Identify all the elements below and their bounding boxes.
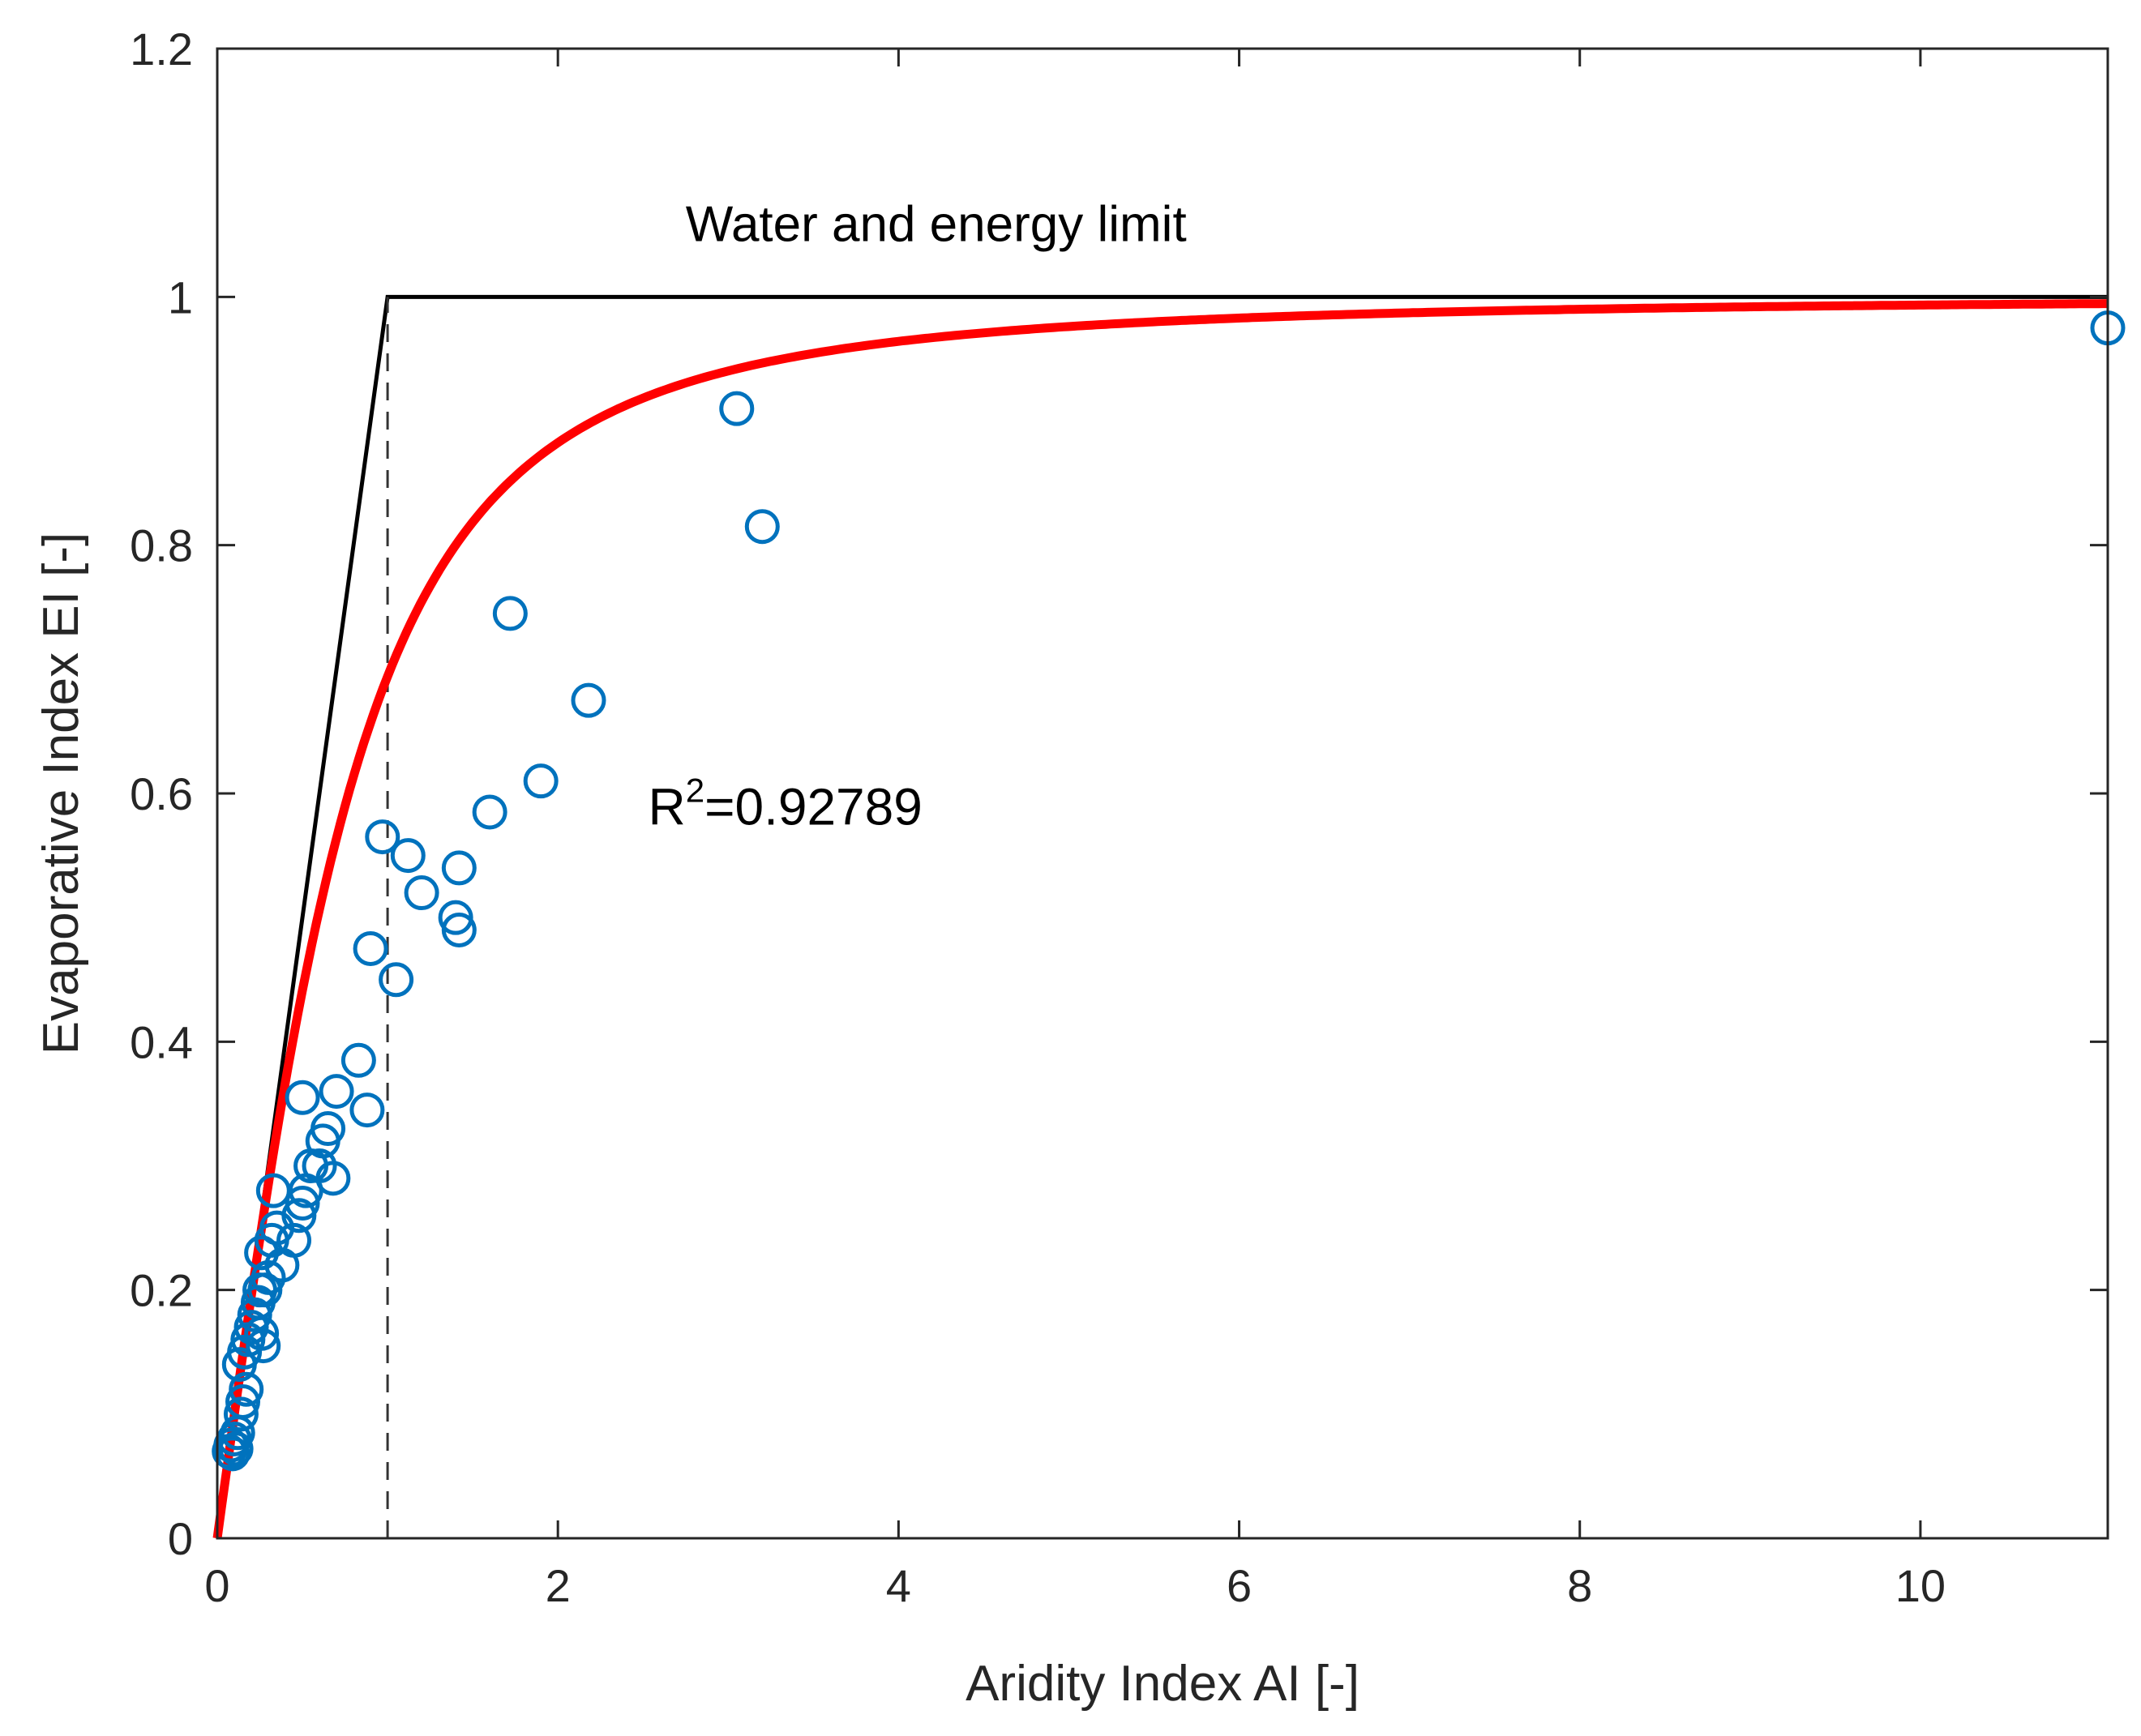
ticks-layer: 0 2 4 6 8 10 0 0.2 0.4 0.6 0.8 1 1.2 bbox=[130, 24, 2108, 1611]
r-squared-value: =0.92789 bbox=[704, 777, 923, 836]
x-tick-label: 2 bbox=[546, 1560, 571, 1611]
x-tick-label: 0 bbox=[204, 1560, 229, 1611]
data-point bbox=[340, 1042, 376, 1078]
y-tick-label: 0.8 bbox=[130, 520, 193, 571]
x-tick-label: 6 bbox=[1227, 1560, 1252, 1611]
x-axis-label: Aridity Index AI [-] bbox=[966, 1656, 1360, 1712]
data-point bbox=[246, 1328, 281, 1364]
r-squared-superscript: 2 bbox=[686, 771, 704, 809]
data-point bbox=[244, 1315, 280, 1351]
x-tick-label: 8 bbox=[1567, 1560, 1592, 1611]
r-squared-base: R bbox=[649, 777, 686, 836]
y-tick-label: 1 bbox=[168, 272, 193, 323]
data-point bbox=[353, 930, 388, 966]
data-point bbox=[229, 1371, 264, 1407]
y-tick-label: 0.6 bbox=[130, 768, 193, 819]
data-point bbox=[472, 794, 507, 830]
data-point bbox=[218, 1431, 254, 1467]
data-point bbox=[744, 509, 780, 545]
data-point bbox=[319, 1074, 354, 1110]
data-point bbox=[379, 962, 414, 998]
data-point bbox=[276, 1222, 312, 1258]
fit-curve bbox=[212, 299, 2108, 1539]
y-axis-label: Evaporative Index EI [-] bbox=[33, 532, 89, 1054]
data-point bbox=[441, 912, 477, 947]
data-point bbox=[719, 391, 755, 426]
data-point bbox=[285, 1080, 320, 1115]
data-point bbox=[571, 682, 606, 718]
data-point bbox=[315, 1161, 351, 1196]
points-layer bbox=[212, 310, 2126, 1472]
data-point bbox=[441, 850, 477, 886]
data-point bbox=[404, 875, 439, 911]
limit-label: Water and energy limit bbox=[686, 196, 1187, 252]
data-point bbox=[310, 1111, 346, 1147]
y-tick-label: 0.4 bbox=[130, 1016, 193, 1067]
data-point bbox=[523, 763, 559, 799]
y-tick-label: 0 bbox=[168, 1513, 193, 1564]
data-point bbox=[349, 1092, 385, 1128]
data-point bbox=[223, 1396, 259, 1432]
data-point bbox=[390, 838, 426, 874]
fit-layer bbox=[212, 299, 2108, 1539]
x-tick-label: 10 bbox=[1895, 1560, 1946, 1611]
x-tick-label: 4 bbox=[886, 1560, 911, 1611]
data-point bbox=[365, 819, 400, 855]
r-squared-label: R2=0.92789 bbox=[649, 771, 923, 836]
data-point bbox=[492, 596, 528, 631]
y-tick-label: 0.2 bbox=[130, 1265, 193, 1316]
y-tick-label: 1.2 bbox=[130, 24, 193, 75]
